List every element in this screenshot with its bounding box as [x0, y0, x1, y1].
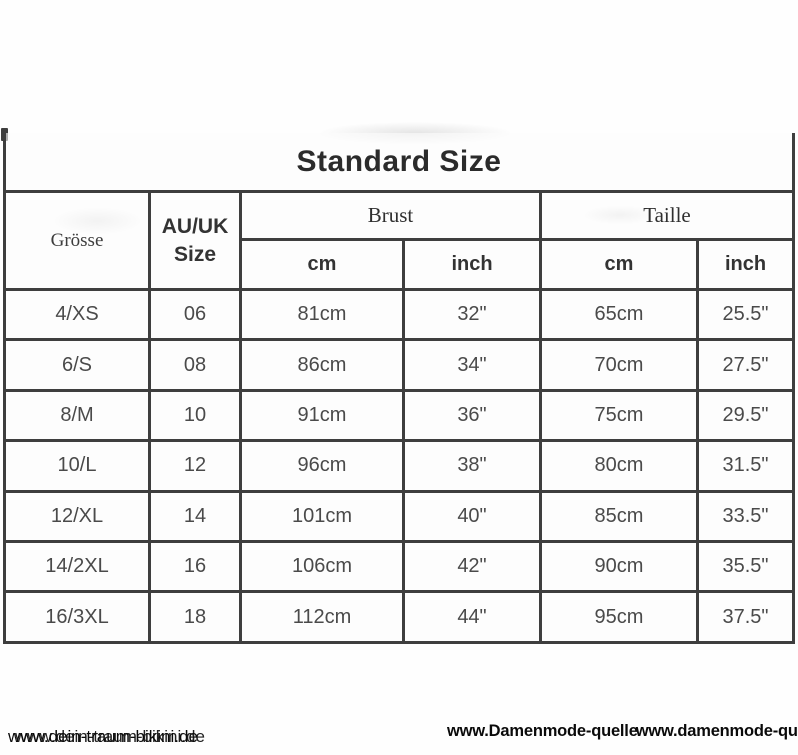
cell-taille-inch: 33.5": [699, 492, 795, 543]
cell-brust-cm: 91cm: [242, 391, 405, 443]
cell-taille-cm: 85cm: [542, 492, 699, 543]
cell-taille-inch: 31.5": [699, 442, 795, 493]
subheader-taille-cm: cm: [542, 241, 699, 291]
subheader-taille-inch: inch: [699, 241, 795, 291]
cell-taille-cm: 80cm: [542, 442, 699, 493]
cell-brust-inch: 44": [405, 593, 542, 644]
cell-taille-inch: 29.5": [699, 391, 795, 443]
cell-taille-cm: 70cm: [542, 341, 699, 392]
column-header-au-uk-line2: Size: [173, 242, 217, 266]
cell-brust-cm: 112cm: [242, 593, 405, 644]
cell-brust-inch: 42": [405, 542, 542, 594]
subheader-brust-inch: inch: [405, 241, 542, 291]
cell-au-uk: 08: [151, 341, 242, 392]
cell-brust-inch: 40": [405, 492, 542, 543]
subheader-brust-cm: cm: [242, 241, 405, 291]
cell-taille-inch: 37.5": [699, 593, 795, 644]
watermark-text: www.Damenmode-quelle: [447, 722, 638, 740]
cell-au-uk: 14: [151, 492, 242, 543]
cell-au-uk: 18: [151, 593, 242, 644]
column-header-groesse: Grösse: [6, 193, 151, 291]
column-group-brust: Brust: [242, 193, 542, 241]
cell-brust-cm: 96cm: [242, 442, 405, 493]
cell-taille-inch: 27.5": [699, 341, 795, 392]
cell-au-uk: 10: [151, 391, 242, 443]
cell-groesse: 8/M: [6, 391, 151, 443]
cell-groesse: 14/2XL: [6, 542, 151, 594]
cell-taille-cm: 65cm: [542, 291, 699, 342]
cell-taille-cm: 75cm: [542, 391, 699, 443]
cell-au-uk: 12: [151, 442, 242, 493]
cell-groesse: 16/3XL: [6, 593, 151, 644]
cell-brust-inch: 32": [405, 291, 542, 342]
column-group-taille: Taille: [542, 193, 795, 241]
watermark-text: www.dein-traum-bikini.de: [8, 727, 198, 746]
watermark-bottom-left: www.dein-traum-bikini.de www.dein-traum-…: [8, 727, 208, 749]
watermark-bottom-right: www.Damenmode-quellewww.damenmode-quelle…: [447, 722, 798, 741]
cell-brust-cm: 86cm: [242, 341, 405, 392]
cell-au-uk: 16: [151, 542, 242, 594]
standard-size-table: Standard Size Grösse AU/UK Size Brust Ta…: [3, 133, 795, 644]
column-header-au-uk-line1: AU/UK: [161, 215, 229, 239]
cell-groesse: 4/XS: [6, 291, 151, 342]
cell-brust-cm: 101cm: [242, 492, 405, 543]
cell-groesse: 10/L: [6, 442, 151, 493]
cell-taille-inch: 35.5": [699, 542, 795, 594]
cell-brust-inch: 36": [405, 391, 542, 443]
cell-taille-cm: 90cm: [542, 542, 699, 594]
cell-taille-inch: 25.5": [699, 291, 795, 342]
table-title: Standard Size: [6, 133, 795, 193]
cell-brust-cm: 81cm: [242, 291, 405, 342]
watermark-text: www.damenmode-quelle.de: [635, 722, 798, 740]
cell-brust-cm: 106cm: [242, 542, 405, 594]
cell-taille-cm: 95cm: [542, 593, 699, 644]
column-header-au-uk-size: AU/UK Size: [151, 193, 242, 291]
watermark-text: www.dein-traum-bikini.de: [15, 727, 205, 746]
cell-brust-inch: 38": [405, 442, 542, 493]
cell-au-uk: 06: [151, 291, 242, 342]
cell-brust-inch: 34": [405, 341, 542, 392]
cell-groesse: 6/S: [6, 341, 151, 392]
cell-groesse: 12/XL: [6, 492, 151, 543]
